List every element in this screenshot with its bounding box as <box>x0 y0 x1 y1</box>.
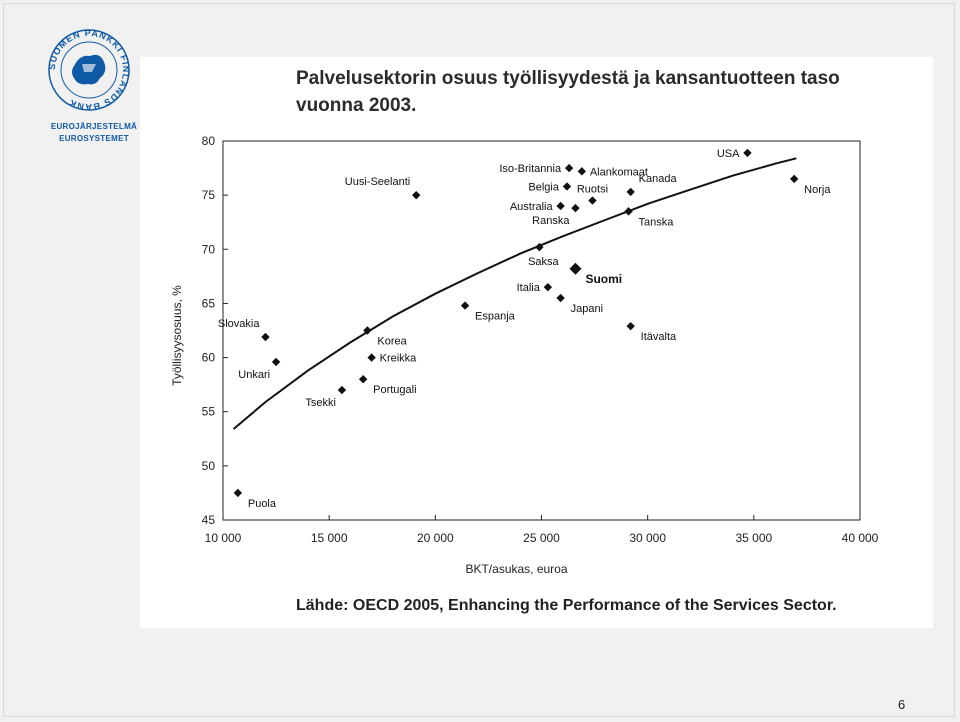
data-point-ranska <box>571 203 580 213</box>
data-point-suomi <box>569 262 582 275</box>
point-label-korea: Korea <box>377 336 407 348</box>
data-point-japani <box>556 293 565 303</box>
y-tick-label: 55 <box>202 405 216 419</box>
x-tick-label: 35 000 <box>735 531 772 545</box>
point-label-italia: Italia <box>517 282 541 294</box>
chart-title: Palvelusektorin osuus työllisyydestä ja … <box>296 65 896 119</box>
y-tick-label: 50 <box>202 459 216 473</box>
trend-curve <box>232 157 797 430</box>
data-point-itävalta <box>626 321 635 331</box>
data-point-tanska <box>624 207 633 216</box>
page-number: 6 <box>898 697 906 712</box>
x-tick-label: 30 000 <box>629 531 666 545</box>
point-label-belgia: Belgia <box>528 181 559 193</box>
point-label-itävalta: Itävalta <box>641 331 677 343</box>
point-label-usa: USA <box>717 148 740 160</box>
data-point-tsekki <box>337 385 347 395</box>
chart-title-line-2: vuonna 2003. <box>296 95 417 116</box>
y-axis-label: Työllisyysosuus, % <box>170 285 184 386</box>
plot-frame <box>222 140 861 521</box>
y-tick-label: 75 <box>202 188 216 202</box>
point-label-iso-britannia: Iso-Britannia <box>499 163 562 175</box>
data-point-portugali <box>358 375 368 384</box>
point-label-suomi: Suomi <box>585 272 622 286</box>
slide-frame <box>3 3 955 717</box>
data-point-iso-britannia <box>564 163 574 173</box>
logo-line-2: EUROSYSTEMET <box>59 134 129 143</box>
data-point-slovakia <box>261 332 270 342</box>
x-tick-label: 10 000 <box>205 531 242 545</box>
point-label-tsekki: Tsekki <box>305 397 336 409</box>
data-point-espanja <box>460 301 470 310</box>
logo-line-1: EUROJÄRJESTELMÄ <box>50 122 138 131</box>
x-tick-label: 40 000 <box>842 531 879 545</box>
x-tick-label: 20 000 <box>417 531 454 545</box>
data-point-kanada <box>626 187 635 197</box>
point-label-kanada: Kanada <box>639 173 678 185</box>
point-label-japani: Japani <box>571 303 603 315</box>
data-point-kreikka <box>367 353 376 362</box>
x-axis-label: BKT/asukas, euroa <box>465 562 567 576</box>
point-label-kreikka: Kreikka <box>380 353 418 365</box>
point-label-saksa: Saksa <box>528 256 559 268</box>
y-tick-label: 70 <box>202 242 216 256</box>
point-label-slovakia: Slovakia <box>218 318 260 330</box>
data-point-belgia <box>562 182 572 191</box>
data-point-uusi-seelanti <box>412 190 421 200</box>
chart-title-line-1: Palvelusektorin osuus työllisyydestä ja … <box>296 68 840 89</box>
point-label-tanska: Tanska <box>639 216 675 228</box>
point-label-puola: Puola <box>248 498 277 510</box>
point-label-australia: Australia <box>510 201 554 213</box>
scatter-chart: 45 50 55 60 65 70 75 80 10 000 15 000 20 000 25 000… <box>170 134 879 576</box>
data-point-ruotsi <box>588 196 597 205</box>
point-label-norja: Norja <box>804 184 831 196</box>
point-label-ruotsi: Ruotsi <box>577 184 608 196</box>
chart-panel: Palvelusektorin osuus työllisyydestä ja … <box>140 57 933 628</box>
y-tick-label: 80 <box>202 134 216 148</box>
data-point-norja <box>789 174 799 184</box>
data-point-italia <box>543 282 553 292</box>
point-label-uusi-seelanti: Uusi-Seelanti <box>345 176 410 188</box>
source-note: Lähde: OECD 2005, Enhancing the Performa… <box>296 597 837 614</box>
x-tick-label: 15 000 <box>311 531 348 545</box>
point-label-alankomaat: Alankomaat <box>590 166 648 178</box>
bank-seal-icon: SUOMEN PANKKI FINLANDS BANK <box>47 28 130 112</box>
data-point-korea <box>363 326 372 335</box>
point-label-espanja: Espanja <box>475 311 516 323</box>
point-label-portugali: Portugali <box>373 384 416 396</box>
data-point-australia <box>556 201 565 211</box>
suomen-pankki-logo: SUOMEN PANKKI FINLANDS BANK EUROJÄRJESTE… <box>44 26 140 146</box>
y-tick-label: 65 <box>202 296 216 310</box>
y-tick-label: 45 <box>202 513 216 527</box>
data-point-alankomaat <box>577 167 587 176</box>
x-tick-label: 25 000 <box>523 531 560 545</box>
point-label-unkari: Unkari <box>238 369 270 381</box>
data-point-puola <box>233 488 243 498</box>
y-tick-label: 60 <box>202 351 216 365</box>
data-point-usa <box>743 148 752 158</box>
point-label-ranska: Ranska <box>532 215 570 227</box>
data-point-unkari <box>271 357 281 367</box>
